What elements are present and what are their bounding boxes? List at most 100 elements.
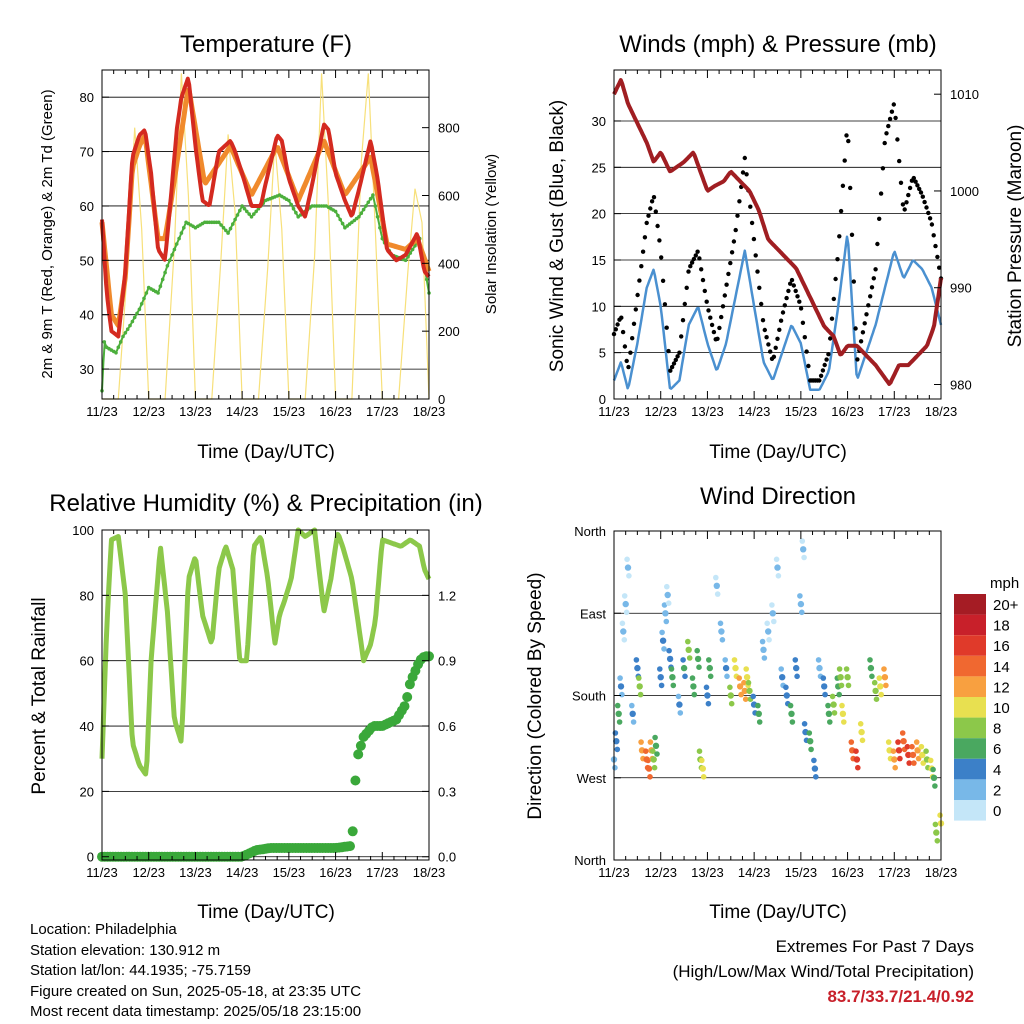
gust-point [822,362,827,368]
y2-tick-label: 0.9 [438,654,456,669]
direction-point [793,664,800,672]
direction-point [858,728,865,736]
direction-point [904,743,911,750]
direction-point [714,591,721,597]
gust-point [682,301,687,307]
gust-point [931,233,936,238]
dewpoint-point [144,291,149,295]
direction-point [670,682,677,689]
x-tick-label: 16/23 [319,404,352,419]
direction-point [612,764,618,771]
rainfall-point [353,749,364,760]
dewpoint-point [125,327,130,332]
x-tick-label: 15/23 [273,865,306,880]
gust-point [764,335,769,340]
dewpoint-point [172,247,177,252]
gust-point [688,264,693,269]
winds-panel: Winds (mph) & Pressure (mb) 0 5 10 15 20 25 30… [547,31,1024,463]
gust-point [937,265,942,270]
x-tick-label: 15/23 [273,404,306,419]
direction-point [654,751,660,757]
dewpoint-point [156,291,160,295]
direction-point [661,602,668,608]
direction-point [682,673,688,680]
gust-point [775,336,780,341]
direction-point [756,719,763,725]
x-tick-label: 16/23 [319,865,352,880]
direction-point [676,701,683,708]
direction-point [633,657,640,663]
gust-point [906,192,911,198]
direction-point [885,739,892,745]
gust-point [877,216,882,221]
direction-point [792,657,799,663]
dewpoint-point [128,323,132,328]
gust-point [771,354,777,359]
colorbar-swatch [954,697,986,718]
direction-point [932,783,938,789]
temperature-grid [102,96,429,370]
direction-point [643,748,649,754]
dewpoint-point [114,351,118,355]
direction-point [759,638,766,645]
dewpoint-point [410,247,415,252]
dewpoint-point [247,212,251,216]
dewpoint-point [167,258,172,263]
colorbar-swatch [954,738,986,759]
y2-tick-label: 200 [438,324,460,339]
y-tick-label: 0 [87,850,94,865]
dewpoint-point [249,215,254,219]
direction-point [937,812,943,818]
gust-point [804,349,809,354]
x-tick-label: 15/23 [785,404,818,419]
colorbar-swatch [954,635,986,656]
direction-point [881,666,887,672]
direction-point [909,743,915,750]
colorbar-label: 4 [993,762,1001,779]
rainfall-point [350,775,361,786]
direction-point [623,609,630,616]
gust-point [726,271,731,277]
colorbar-swatch [954,594,986,615]
gust-point [773,345,778,350]
x-tick-label: 13/23 [179,404,212,419]
gust-point [920,194,925,199]
humidity-title: Relative Humidity (%) & Precipitation (i… [49,490,482,517]
x-tick-label: 14/23 [226,865,259,880]
gust-point [891,102,896,107]
gust-point [858,339,864,344]
x-tick-label: 11/23 [598,865,630,880]
dewpoint-point [160,277,165,282]
direction-point [764,620,770,627]
direction-point [769,602,775,608]
x-tick-label: 16/23 [831,865,864,880]
gust-point [649,199,655,204]
y-tick-label: 10 [592,299,606,314]
y2-tick-label: 0.3 [438,784,456,799]
gust-point [806,363,811,369]
x-tick-label: 12/23 [132,865,165,880]
direction-point [650,748,656,754]
gust-point [620,329,626,335]
dewpoint-point [245,209,249,214]
colorbar-swatch [954,717,986,739]
direction-point [634,664,641,672]
gust-point [755,269,760,274]
temp-2m-line [100,76,431,339]
dewpoint-point [217,220,221,225]
direction-point [844,674,851,681]
gust-point [684,285,689,290]
direction-point [657,674,664,681]
gust-point [613,327,618,332]
dewpoint-point [375,215,380,219]
gust-point [619,315,624,320]
direction-point [933,829,940,836]
gust-point [818,373,824,378]
x-tick-label: 14/23 [738,404,771,419]
direction-point [825,702,831,709]
gust-point [887,116,893,122]
gust-point [889,109,895,114]
direction-point [820,675,827,681]
direction-point [614,702,621,709]
direction-point [871,679,878,686]
